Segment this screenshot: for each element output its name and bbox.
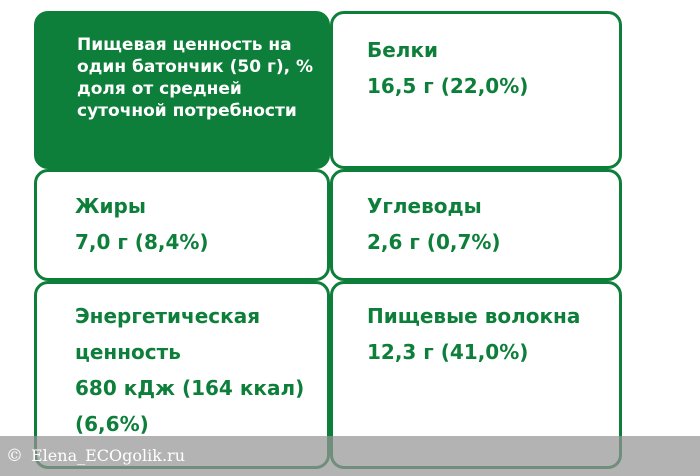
nutrition-header-cell: Пищевая ценность на один батончик (50 г)… — [34, 11, 330, 169]
copyright-icon: © — [6, 446, 23, 466]
carbs-label: Углеводы — [367, 194, 482, 218]
protein-label: Белки — [367, 38, 439, 62]
watermark-text: Elena_ECOgolik.ru — [31, 446, 185, 465]
carbs-value: 2,6 г (0,7%) — [367, 230, 501, 254]
fat-cell: Жиры 7,0 г (8,4%) — [34, 169, 330, 281]
fat-label: Жиры — [75, 194, 146, 218]
fat-value: 7,0 г (8,4%) — [75, 230, 209, 254]
energy-value: 680 кДж (164 ккал) (6,6%) — [75, 376, 305, 436]
fiber-value: 12,3 г (41,0%) — [367, 340, 529, 364]
protein-value: 16,5 г (22,0%) — [367, 74, 529, 98]
fiber-label: Пищевые волокна — [367, 304, 581, 328]
protein-cell: Белки 16,5 г (22,0%) — [330, 11, 622, 169]
carbs-cell: Углеводы 2,6 г (0,7%) — [330, 169, 622, 281]
nutrition-header-text: Пищевая ценность на один батончик (50 г)… — [77, 35, 314, 121]
watermark-bar: © Elena_ECOgolik.ru — [0, 436, 700, 476]
nutrition-table: Пищевая ценность на один батончик (50 г)… — [34, 11, 622, 469]
energy-label: Энергетическая ценность — [75, 304, 261, 364]
